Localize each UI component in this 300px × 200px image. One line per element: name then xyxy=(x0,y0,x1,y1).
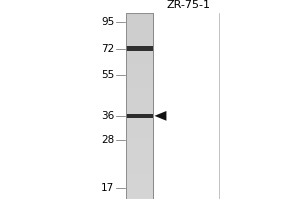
Text: 95: 95 xyxy=(101,17,114,27)
Text: 55: 55 xyxy=(101,70,114,80)
Text: 36: 36 xyxy=(101,111,114,121)
Bar xyxy=(126,13,153,199)
Bar xyxy=(126,114,153,118)
Text: 28: 28 xyxy=(101,135,114,145)
Bar xyxy=(126,13,153,199)
Polygon shape xyxy=(154,111,166,121)
Text: ZR-75-1: ZR-75-1 xyxy=(167,0,211,10)
Text: 72: 72 xyxy=(101,44,114,54)
Bar xyxy=(126,46,153,51)
Text: 17: 17 xyxy=(101,183,114,193)
